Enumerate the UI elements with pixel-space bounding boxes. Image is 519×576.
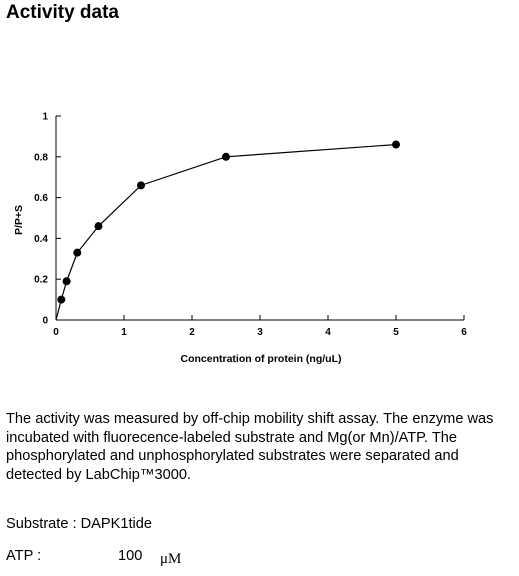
data-point — [94, 222, 103, 231]
atp-unit: μM — [160, 551, 182, 567]
data-point — [392, 140, 400, 149]
x-tick-label: 1 — [121, 327, 127, 338]
x-axis-title: Concentration of protein (ng/uL) — [181, 353, 342, 365]
y-tick-label: 1 — [42, 112, 48, 123]
assay-description-text: The activity was measured by off-chip mo… — [6, 411, 494, 483]
y-tick-label: 0 — [42, 316, 48, 327]
assay-description: The activity was measured by off-chip mo… — [6, 410, 516, 484]
x-tick-label: 0 — [53, 327, 59, 338]
atp-line: ATP : 100 μM — [6, 548, 306, 572]
axes — [55, 116, 464, 321]
y-tick-label: 0.8 — [34, 152, 48, 163]
data-point — [73, 248, 82, 257]
data-point — [222, 152, 230, 161]
y-tick-label: 0.2 — [34, 275, 48, 286]
data-point — [137, 181, 145, 190]
x-tick-label: 2 — [189, 327, 195, 338]
substrate-line: Substrate : DAPK1tide — [6, 516, 153, 532]
tick-labels: 0 0.2 0.4 0.6 0.8 1 0 1 2 3 4 5 6 — [34, 112, 467, 339]
atp-label: ATP : — [6, 548, 42, 564]
data-point — [62, 277, 71, 286]
data-point — [57, 295, 66, 304]
y-tick-label: 0.4 — [34, 234, 48, 245]
x-tick-label: 5 — [393, 327, 399, 338]
series-line — [55, 143, 397, 321]
y-tick-label: 0.6 — [34, 193, 48, 204]
activity-chart: 0 0.2 0.4 0.6 0.8 1 0 1 2 3 4 5 6 Concentration of p… — [13, 112, 467, 366]
tick-marks — [55, 115, 465, 321]
x-tick-label: 3 — [257, 327, 263, 338]
y-axis-title: P/P+S — [13, 205, 25, 235]
data-points — [57, 140, 400, 304]
atp-value: 100 — [118, 548, 143, 564]
x-tick-label: 4 — [325, 327, 331, 338]
x-tick-label: 6 — [461, 327, 467, 338]
section-heading: Activity data — [6, 2, 119, 23]
